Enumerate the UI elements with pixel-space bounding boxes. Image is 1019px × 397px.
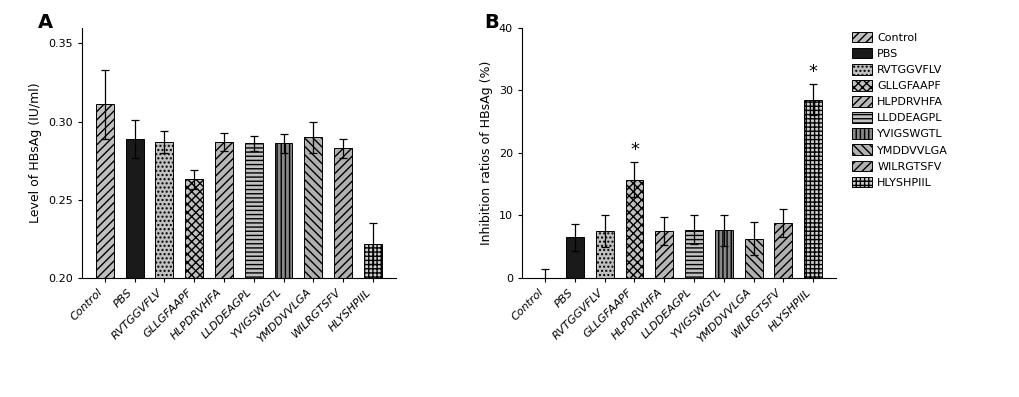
Bar [125, 139, 144, 278]
Bar [595, 231, 613, 278]
Bar [685, 230, 702, 278]
Bar [185, 179, 203, 278]
Text: *: * [808, 63, 817, 81]
Bar [803, 100, 821, 278]
Bar [364, 243, 381, 278]
Bar [744, 239, 762, 278]
Y-axis label: Inhibition ratios of HBsAg (%): Inhibition ratios of HBsAg (%) [480, 61, 493, 245]
Y-axis label: Level of HBsAg (IU/ml): Level of HBsAg (IU/ml) [30, 83, 42, 223]
Legend: Control, PBS, RVTGGVFLV, GLLGFAAPF, HLPDRVHFA, LLDDEAGPL, YVIGSWGTL, YMDDVVLGA, : Control, PBS, RVTGGVFLV, GLLGFAAPF, HLPD… [848, 28, 951, 191]
Bar [714, 230, 732, 278]
Text: *: * [630, 141, 638, 159]
Bar [274, 143, 292, 278]
Text: B: B [484, 13, 498, 32]
Bar [96, 104, 114, 278]
Bar [304, 137, 322, 278]
Bar [215, 142, 232, 278]
Bar [566, 237, 583, 278]
Bar [155, 142, 173, 278]
Bar [654, 231, 673, 278]
Bar [334, 148, 352, 278]
Text: A: A [38, 13, 53, 32]
Bar [773, 223, 792, 278]
Bar [245, 143, 263, 278]
Bar [625, 180, 643, 278]
